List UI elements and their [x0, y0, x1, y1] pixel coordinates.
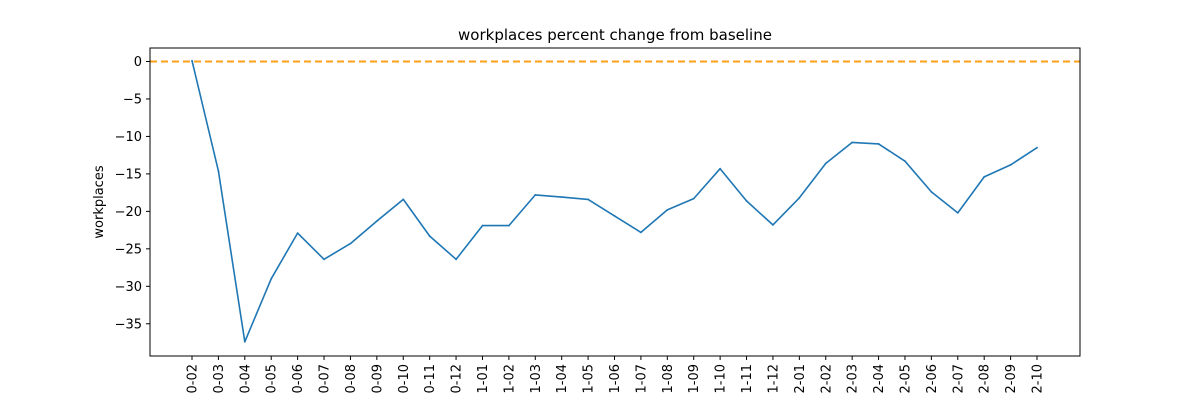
- x-tick-label: 2-06: [925, 364, 940, 394]
- y-axis: 0 −5 −10 −15 −20 −25 −30 −35: [115, 55, 150, 332]
- y-tick-label: −20: [115, 205, 142, 220]
- plot-area: [150, 48, 1080, 356]
- data-point: [904, 160, 906, 163]
- x-tick-label: 1-04: [555, 364, 570, 394]
- x-tick-label: 0-11: [423, 364, 438, 394]
- x-tick-label: 0-05: [265, 364, 280, 394]
- x-tick-label: 1-10: [714, 364, 729, 394]
- data-point: [243, 340, 246, 343]
- x-tick-label: 0-12: [450, 364, 465, 394]
- data-point: [640, 231, 642, 234]
- x-tick-label: 1-05: [582, 364, 597, 394]
- x-tick-label: 0-04: [238, 364, 253, 394]
- x-tick-label: 0-02: [186, 364, 201, 394]
- data-point: [191, 59, 193, 62]
- data-point: [507, 224, 510, 227]
- x-tick-label: 2-03: [846, 364, 861, 394]
- x-tick-label: 0-10: [397, 364, 412, 394]
- x-tick-label: 1-11: [740, 364, 755, 394]
- x-tick-label: 2-01: [793, 364, 808, 394]
- x-tick-label: 1-01: [476, 364, 491, 394]
- data-point: [402, 198, 405, 201]
- x-tick-label: 2-10: [1031, 364, 1046, 394]
- y-tick-label: −15: [115, 167, 142, 182]
- x-tick-label: 0-09: [370, 364, 385, 394]
- x-tick-label: 2-07: [951, 364, 966, 394]
- y-tick-label: −25: [115, 242, 142, 257]
- y-tick-label: 0: [134, 55, 142, 70]
- data-point: [296, 232, 299, 234]
- data-point: [455, 258, 457, 261]
- y-tick-label: −10: [115, 130, 142, 145]
- y-tick-label: −30: [115, 280, 142, 295]
- data-point: [481, 224, 484, 227]
- x-tick-label: 2-02: [819, 364, 834, 394]
- x-tick-label: 2-05: [898, 364, 913, 394]
- x-tick-label: 2-08: [978, 364, 993, 394]
- y-tick-label: −35: [115, 317, 142, 332]
- x-tick-label: 1-08: [661, 364, 676, 394]
- data-point: [428, 235, 431, 237]
- x-tick-label: 1-12: [766, 364, 781, 394]
- data-point: [217, 170, 220, 172]
- data-point: [745, 199, 748, 202]
- data-point: [772, 223, 774, 226]
- x-tick-label: 0-07: [318, 364, 333, 394]
- data-point: [719, 167, 722, 170]
- x-tick-label: 0-06: [291, 364, 306, 394]
- data-point: [666, 208, 669, 211]
- data-point: [587, 198, 589, 201]
- data-point: [270, 277, 273, 280]
- data-point: [824, 162, 827, 165]
- data-point: [1009, 164, 1012, 166]
- chart-title: workplaces percent change from baseline: [458, 26, 772, 44]
- data-point: [956, 211, 959, 214]
- data-point: [798, 196, 801, 199]
- data-point: [534, 193, 537, 196]
- x-tick-label: 1-07: [634, 364, 649, 394]
- data-point: [613, 214, 616, 217]
- data-point: [1036, 146, 1038, 149]
- data-point: [692, 197, 695, 200]
- x-axis: 0-02 0-03 0-04 0-05 0-06 0-07 0-08 0-09 0-10 0-11…: [186, 356, 1046, 394]
- data-point: [930, 190, 933, 193]
- series-layer: [191, 59, 1038, 343]
- x-tick-label: 1-09: [687, 364, 702, 394]
- x-tick-label: 2-09: [1004, 364, 1019, 394]
- data-point: [349, 242, 352, 245]
- y-axis-label: workplaces: [92, 165, 107, 238]
- x-tick-label: 1-02: [502, 364, 517, 394]
- y-tick-label: −5: [123, 92, 142, 107]
- x-tick-label: 1-06: [608, 364, 623, 394]
- data-point: [560, 196, 563, 199]
- x-tick-label: 2-04: [872, 364, 887, 394]
- x-tick-label: 1-03: [529, 364, 544, 394]
- data-point: [323, 258, 325, 261]
- data-point: [877, 143, 880, 145]
- data-point: [851, 141, 854, 144]
- data-point: [983, 175, 986, 178]
- x-tick-label: 0-08: [344, 364, 359, 394]
- plot-frame: [149, 47, 1081, 357]
- data-point: [375, 220, 378, 223]
- x-tick-label: 0-03: [212, 364, 227, 394]
